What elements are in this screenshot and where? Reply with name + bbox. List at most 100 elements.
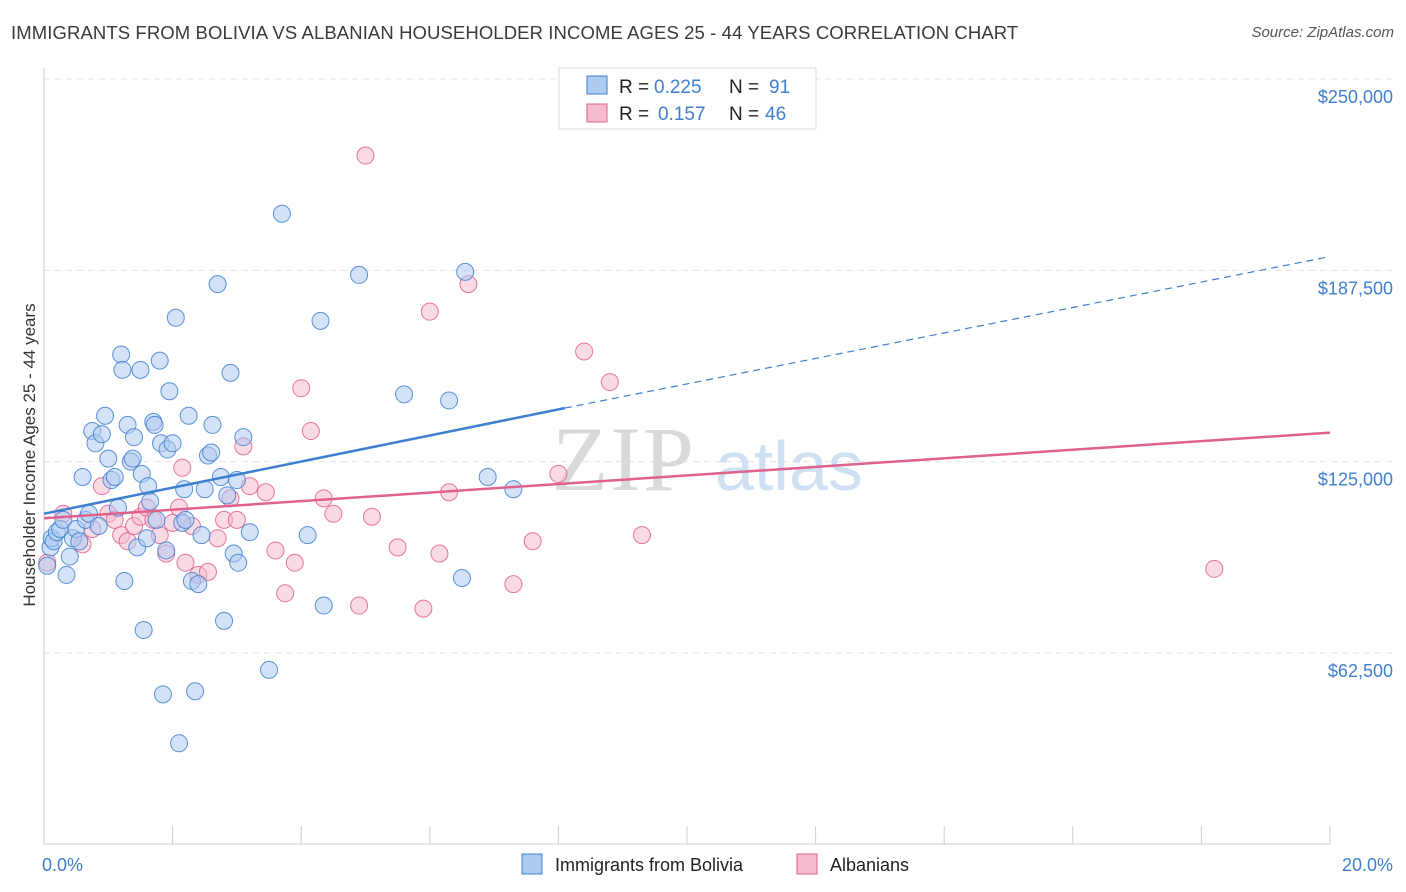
albanians-trend-line — [43, 431, 1331, 520]
x-tick-labels: 0.0% 20.0% — [42, 855, 1393, 875]
bolivia-point-80 — [452, 568, 471, 587]
x-tick-label-0: 0.0% — [42, 855, 83, 875]
bolivia-point-65 — [218, 486, 237, 505]
bolivia-point-11 — [70, 532, 89, 551]
bolivia-point-19 — [96, 406, 115, 425]
legend-r-value-2: 0.157 — [658, 104, 706, 125]
y-tick-label-3: $250,000 — [1318, 87, 1393, 107]
bolivia-point-79 — [440, 391, 459, 410]
chart-title: IMMIGRANTS FROM BOLIVIA VS ALBANIAN HOUS… — [11, 22, 1019, 43]
bolivia-point-78 — [395, 385, 414, 404]
albanians-point-45 — [504, 575, 523, 594]
bolivia-point-56 — [189, 575, 208, 594]
axes — [43, 68, 1331, 845]
gridlines — [44, 78, 1395, 654]
trend-lines — [43, 255, 1331, 520]
bolivia-point-22 — [105, 467, 124, 486]
bolivia-point-53 — [179, 406, 198, 425]
bolivia-point-32 — [131, 360, 150, 379]
albanians-point-50 — [632, 526, 651, 545]
bolivia-point-47 — [163, 434, 182, 453]
albanians-point-32 — [292, 379, 311, 398]
bolivia-point-61 — [203, 415, 222, 434]
albanians-point-38 — [362, 507, 381, 526]
bolivia-point-75 — [311, 311, 330, 330]
correlation-legend: R = 0.225 N = 91 R = 0.157 N = 46 — [558, 67, 817, 130]
bottom-legend-swatch-blue — [521, 853, 543, 875]
bolivia-point-8 — [60, 547, 79, 566]
albanians-point-28 — [256, 483, 275, 502]
bottom-legend-label-bolivia: Immigrants from Bolivia — [555, 855, 744, 875]
bolivia-point-49 — [170, 734, 189, 753]
albanians-point-18 — [176, 553, 195, 572]
bolivia-point-77 — [350, 265, 369, 284]
albanians-point-36 — [350, 596, 369, 615]
legend-swatch-blue — [586, 75, 608, 95]
bolivia-point-12 — [73, 467, 92, 486]
bolivia-point-37 — [141, 492, 160, 511]
albanians-point-29 — [266, 541, 285, 560]
bolivia-point-26 — [115, 572, 134, 591]
albanians-point-22 — [208, 529, 227, 548]
bolivia-point-44 — [157, 541, 176, 560]
bolivia-points — [38, 204, 523, 753]
legend-n-value-2: 46 — [765, 104, 786, 125]
albanians-point-33 — [301, 422, 320, 441]
bottom-legend-label-albanians: Albanians — [830, 855, 909, 875]
albanians-point-46 — [523, 532, 542, 551]
bolivia-point-41 — [150, 351, 169, 370]
albanians-point-17 — [173, 458, 192, 477]
bolivia-point-60 — [202, 443, 221, 462]
albanians-point-51 — [1205, 559, 1224, 578]
bolivia-point-82 — [478, 467, 497, 486]
legend-n-label-1: N = — [729, 77, 759, 98]
albanians-point-37 — [356, 146, 375, 165]
albanians-point-41 — [420, 302, 439, 321]
bolivia-point-57 — [192, 526, 211, 545]
albanians-point-30 — [276, 584, 295, 603]
bolivia-point-70 — [234, 428, 253, 447]
albanians-point-42 — [430, 544, 449, 563]
bolivia-point-62 — [208, 275, 227, 294]
albanians-point-49 — [600, 373, 619, 392]
bolivia-point-25 — [113, 360, 132, 379]
y-tick-label-1: $125,000 — [1318, 470, 1393, 490]
bolivia-point-40 — [147, 510, 166, 529]
legend-r-label-2: R = — [619, 104, 649, 125]
watermark: ZIP atlas — [552, 408, 863, 510]
bolivia-point-35 — [137, 529, 156, 548]
legend-n-label-2: N = — [729, 104, 759, 125]
bolivia-point-72 — [260, 660, 279, 679]
bolivia-point-30 — [125, 428, 144, 447]
watermark-zip: ZIP — [552, 408, 696, 510]
x-tick-label-1: 20.0% — [1342, 855, 1393, 875]
bolivia-trend-extension — [564, 255, 1331, 409]
albanians-point-31 — [285, 553, 304, 572]
bolivia-point-55 — [186, 682, 205, 701]
bolivia-point-52 — [176, 510, 195, 529]
bolivia-point-73 — [272, 204, 291, 223]
bolivia-point-76 — [314, 596, 333, 615]
y-tick-label-2: $187,500 — [1318, 278, 1393, 298]
bolivia-point-46 — [160, 382, 179, 401]
bolivia-point-39 — [145, 415, 164, 434]
albanians-point-21 — [198, 562, 217, 581]
bolivia-point-17 — [89, 516, 108, 535]
bolivia-point-34 — [134, 621, 153, 640]
bolivia-point-71 — [240, 523, 259, 542]
bottom-legend-swatch-pink — [796, 853, 818, 875]
legend-r-value-1: 0.225 — [654, 77, 702, 98]
albanians-point-48 — [575, 342, 594, 361]
legend-n-value-1: 91 — [769, 77, 790, 98]
bolivia-point-29 — [123, 449, 142, 468]
bolivia-point-69 — [229, 553, 248, 572]
bolivia-point-18 — [92, 425, 111, 444]
legend-swatch-pink — [586, 103, 608, 123]
albanians-point-35 — [324, 504, 343, 523]
albanians-point-40 — [414, 599, 433, 618]
source-label: Source: ZipAtlas.com — [1251, 24, 1394, 41]
bolivia-point-66 — [221, 363, 240, 382]
bolivia-point-43 — [153, 685, 172, 704]
y-tick-label-0: $62,500 — [1328, 661, 1393, 681]
